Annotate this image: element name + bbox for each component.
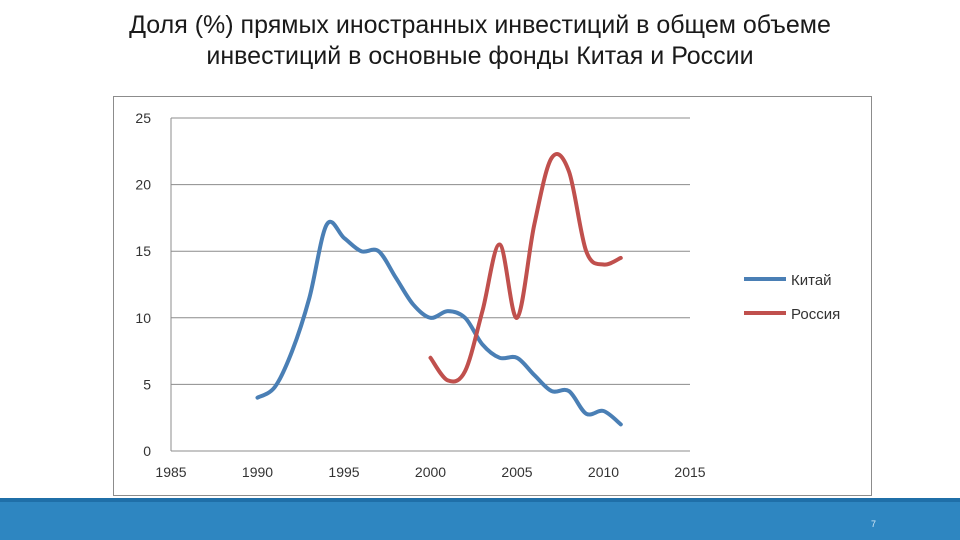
legend-label: Россия — [791, 306, 840, 323]
page-number: 7 — [870, 519, 876, 529]
y-tick-label: 25 — [135, 110, 151, 126]
series-line-russia — [428, 152, 623, 384]
legend-label: Китай — [791, 272, 832, 289]
y-tick-label: 20 — [135, 177, 151, 193]
footer-bar — [0, 498, 960, 540]
slide-title: Доля (%) прямых иностранных инвестиций в… — [60, 10, 900, 72]
chart-frame: 0 5 10 15 20 25 1985 1990 1995 2000 2005 2010 2015 Ки… — [113, 96, 872, 496]
footer-accent — [0, 498, 960, 502]
line-chart: 0 5 10 15 20 25 1985 1990 1995 2000 2005 2010 2015 Ки… — [135, 110, 840, 480]
y-tick-label: 0 — [143, 443, 151, 459]
x-tick-label: 2000 — [415, 464, 446, 480]
y-tick-label: 15 — [135, 243, 151, 259]
x-tick-label: 2005 — [501, 464, 532, 480]
x-tick-label: 1985 — [155, 464, 186, 480]
x-tick-label: 2015 — [674, 464, 705, 480]
y-tick-label: 5 — [143, 376, 151, 392]
slide-title-line-1: Доля (%) прямых иностранных инвестиций в… — [129, 11, 831, 39]
slide-title-line-2: инвестиций в основные фонды Китая и Росс… — [206, 42, 754, 70]
y-tick-label: 10 — [135, 310, 151, 326]
series-line-china — [255, 219, 623, 427]
x-tick-label: 1995 — [328, 464, 359, 480]
x-tick-label: 1990 — [242, 464, 273, 480]
x-tick-label: 2010 — [588, 464, 619, 480]
